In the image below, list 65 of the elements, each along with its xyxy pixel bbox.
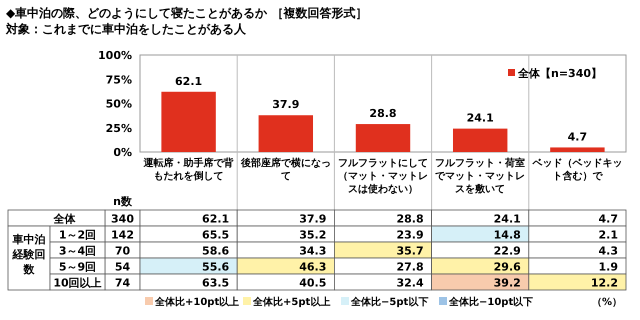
data-label: 4.3 [598, 244, 618, 258]
data-label: 32.4 [396, 276, 424, 290]
data-label: 35.2 [299, 228, 326, 242]
data-label: 2.1 [598, 228, 618, 242]
text: 全体比+5pt以上 [252, 296, 330, 308]
chart-title: ◆車中泊の際、どのようにして寝たことがあるか ［複数回答形式］ [6, 6, 368, 20]
data-label: 24.1 [466, 112, 494, 125]
data-label: 63.5 [202, 276, 230, 290]
data-label: 58.6 [202, 244, 230, 258]
data-label: 24.1 [494, 212, 521, 226]
data-label: 65.5 [202, 228, 230, 242]
y-tick-label: 1～2回 [58, 228, 96, 242]
x-tick-label: フルフラットにして（マット・マットレスは使わない） [338, 158, 428, 195]
x-tick-label: 運転席・助手席で背もたれを倒して [142, 157, 235, 182]
bar [356, 124, 410, 152]
data-label: 62.1 [175, 74, 202, 88]
y-tick-label: 10回以上 [53, 276, 102, 290]
x-tick-label: フルフラット・荷室でマット・マットレスを敷いて [435, 157, 526, 195]
y-tick-label: 0% [113, 146, 132, 159]
data-label: 39.2 [494, 276, 521, 290]
bar [258, 115, 314, 152]
data-label: 27.8 [396, 260, 424, 274]
y-tick-label: 100% [98, 49, 132, 62]
data-label: 142 [111, 228, 134, 242]
data-label: 46.3 [299, 260, 326, 274]
data-label: 37.9 [299, 212, 326, 226]
data-label: 62.1 [202, 212, 230, 226]
data-label: 35.7 [396, 244, 424, 258]
data-label: 12.2 [590, 276, 618, 290]
bar [550, 147, 605, 152]
data-label: 1.9 [598, 260, 618, 274]
text: 全体比−5pt以下 [350, 296, 428, 308]
text: （%） [592, 297, 622, 308]
data-label: 22.9 [494, 244, 521, 258]
chart-subtitle: 対象：これまでに車中泊をしたことがある人 [5, 22, 247, 36]
data-label: 28.8 [369, 107, 397, 120]
data-label: 4.7 [568, 130, 588, 144]
data-label: 74 [114, 276, 130, 290]
data-label: 340 [111, 212, 134, 226]
data-label: 54 [114, 260, 130, 274]
x-tick-label: 後部座席で横になって [240, 157, 331, 182]
data-label: 14.8 [494, 228, 521, 242]
data-label: 70 [114, 244, 130, 258]
y-tick-label: 75% [106, 73, 132, 86]
data-label: 55.6 [202, 260, 230, 274]
x-tick-label: ベッド（ベッドキット含む）で [531, 158, 622, 182]
legend-label: 全体【n=340】 [517, 67, 602, 80]
text: 全体比+10pt以上 [154, 296, 240, 308]
data-label: 23.9 [396, 228, 424, 242]
text: 全体比−10pt以下 [448, 296, 534, 308]
y-tick-label: 全体 [52, 212, 76, 226]
data-label: 34.3 [299, 244, 326, 258]
x-tick-label: n数 [113, 195, 133, 208]
data-label: 40.5 [299, 276, 326, 290]
y-tick-label: 3～4回 [58, 244, 96, 258]
data-label: 28.8 [396, 212, 424, 226]
y-axis-title: 車中泊経験回数 [12, 233, 46, 276]
y-tick-label: 50% [106, 98, 132, 110]
bar [452, 128, 508, 152]
data-label: 37.9 [272, 98, 300, 112]
data-label: 4.7 [598, 212, 618, 226]
data-label: 29.6 [494, 260, 522, 274]
y-tick-label: 5～9回 [58, 260, 96, 274]
y-tick-label: 25% [106, 122, 132, 135]
bar [161, 92, 216, 152]
